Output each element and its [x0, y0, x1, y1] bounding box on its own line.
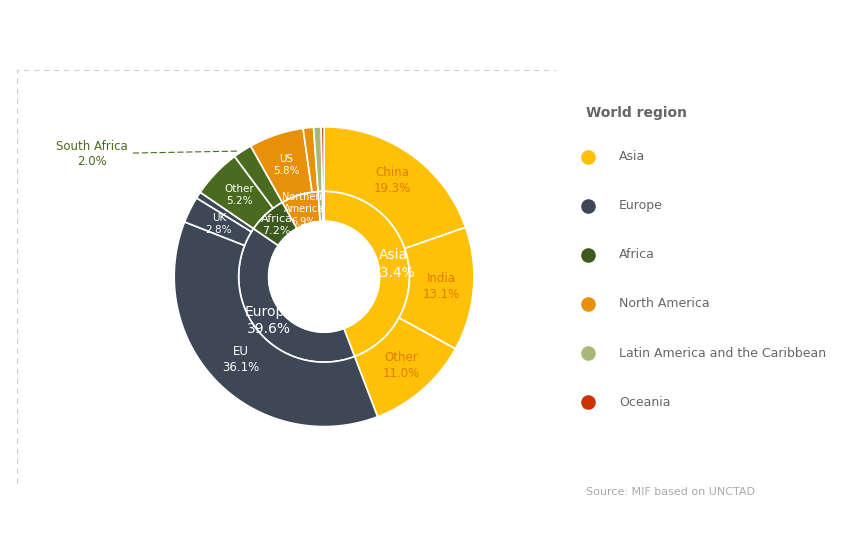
Text: World region: World region	[586, 106, 687, 120]
Polygon shape	[399, 228, 474, 349]
Text: Other
11.0%: Other 11.0%	[383, 351, 420, 380]
Text: India
13.1%: India 13.1%	[422, 272, 460, 301]
Text: Asia
43.4%: Asia 43.4%	[372, 248, 416, 280]
Polygon shape	[324, 127, 465, 249]
Polygon shape	[175, 222, 378, 427]
Polygon shape	[239, 229, 355, 362]
Text: Europe
39.6%: Europe 39.6%	[244, 305, 293, 336]
Text: UK
2.8%: UK 2.8%	[206, 213, 232, 235]
Polygon shape	[234, 146, 282, 208]
Point	[582, 397, 595, 406]
Text: Latin America and the Caribbean: Latin America and the Caribbean	[619, 347, 826, 359]
Text: Africa: Africa	[619, 248, 655, 262]
Polygon shape	[282, 192, 320, 229]
Polygon shape	[322, 191, 324, 221]
Text: Other
5.2%: Other 5.2%	[224, 184, 254, 206]
Text: EU
36.1%: EU 36.1%	[222, 345, 259, 374]
Text: Africa
7.2%: Africa 7.2%	[260, 214, 293, 236]
Point	[582, 201, 595, 210]
Text: Source: MIF based on UNCTAD: Source: MIF based on UNCTAD	[586, 487, 754, 498]
Text: North America: North America	[619, 297, 710, 310]
Text: US
5.8%: US 5.8%	[273, 154, 299, 177]
Text: China
19.3%: China 19.3%	[373, 166, 411, 195]
Circle shape	[269, 221, 379, 332]
Polygon shape	[324, 191, 410, 357]
Text: Europe: Europe	[619, 200, 663, 212]
Polygon shape	[196, 192, 254, 232]
Polygon shape	[250, 129, 312, 202]
Polygon shape	[254, 202, 297, 245]
Point	[582, 152, 595, 161]
Polygon shape	[314, 127, 322, 192]
Text: Asia: Asia	[619, 150, 645, 163]
Point	[582, 250, 595, 259]
Text: Northern
America
6.9%: Northern America 6.9%	[282, 192, 325, 226]
Text: South Africa
2.0%: South Africa 2.0%	[56, 140, 239, 168]
Point	[582, 349, 595, 358]
Polygon shape	[303, 127, 318, 192]
Polygon shape	[318, 191, 323, 221]
Polygon shape	[321, 127, 324, 191]
Polygon shape	[185, 198, 251, 245]
Text: Oceania: Oceania	[619, 396, 670, 409]
Point	[582, 300, 595, 309]
Polygon shape	[201, 157, 273, 229]
Polygon shape	[355, 318, 455, 416]
